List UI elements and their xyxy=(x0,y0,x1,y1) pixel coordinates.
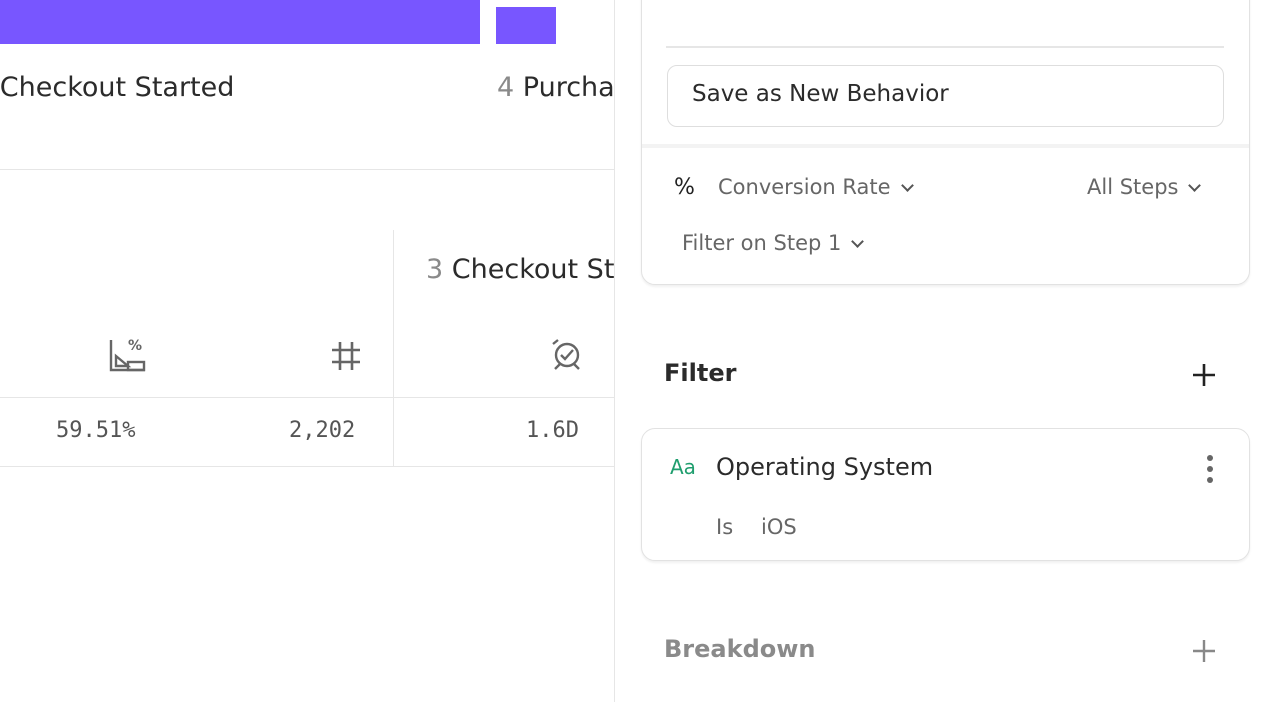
string-type-icon: Aa xyxy=(670,455,696,479)
time-to-convert-icon xyxy=(552,339,580,370)
chevron-down-icon xyxy=(1188,179,1202,192)
steps-dropdown[interactable]: All Steps xyxy=(1087,175,1202,199)
step-name: Purchase xyxy=(522,72,615,103)
funnel-bar-step-2[interactable] xyxy=(0,0,480,44)
query-builder-panel: Save as New Behavior % Conversion Rate A… xyxy=(616,0,1270,702)
steps-label: All Steps xyxy=(1087,175,1179,199)
filter-operator[interactable]: Is xyxy=(716,515,734,539)
breakdown-section-title: Breakdown xyxy=(664,635,816,663)
count-icon xyxy=(332,342,360,370)
divider xyxy=(0,466,614,467)
save-button-label: Save as New Behavior xyxy=(692,81,949,107)
step-number: 4 xyxy=(497,72,515,103)
filter-property[interactable]: Operating System xyxy=(716,453,934,481)
column-divider xyxy=(393,230,394,466)
column-header: 3 Checkout Started xyxy=(426,254,615,285)
svg-text:%: % xyxy=(128,338,142,354)
measure-dropdown[interactable]: Conversion Rate xyxy=(718,175,914,199)
column-title: Checkout Started xyxy=(451,254,615,285)
count-value: 2,202 xyxy=(289,418,356,443)
conversion-rate-value: 59.51% xyxy=(56,418,136,443)
divider xyxy=(0,169,614,170)
funnel-chart-area: 2 Checkout Started 4 Purchase d 3 Checko… xyxy=(0,0,615,702)
chevron-down-icon xyxy=(900,179,914,192)
filter-step-label: Filter on Step 1 xyxy=(682,231,842,255)
save-as-new-behavior-button[interactable]: Save as New Behavior xyxy=(667,65,1224,127)
divider xyxy=(642,144,1249,148)
add-filter-icon[interactable] xyxy=(1191,362,1217,388)
funnel-bar-step-4[interactable] xyxy=(496,7,556,44)
percent-icon: % xyxy=(674,175,695,200)
step-label: 4 Purchase xyxy=(497,72,615,103)
divider xyxy=(0,397,614,398)
chevron-down-icon xyxy=(851,235,865,248)
time-to-convert-value: 1.6D xyxy=(526,418,579,443)
add-breakdown-icon[interactable] xyxy=(1191,638,1217,664)
filter-step-dropdown[interactable]: Filter on Step 1 xyxy=(682,231,865,255)
filter-section-title: Filter xyxy=(664,359,737,387)
step-name: Checkout Started xyxy=(0,72,235,103)
conversion-rate-icon: % xyxy=(109,338,146,372)
more-options-icon[interactable] xyxy=(1205,454,1215,484)
measure-label: Conversion Rate xyxy=(718,175,891,199)
step-label: 2 Checkout Started xyxy=(0,72,234,103)
filter-value[interactable]: iOS xyxy=(761,515,797,539)
divider xyxy=(666,46,1224,48)
step-number: 3 xyxy=(426,254,444,285)
filter-card[interactable] xyxy=(641,428,1250,561)
